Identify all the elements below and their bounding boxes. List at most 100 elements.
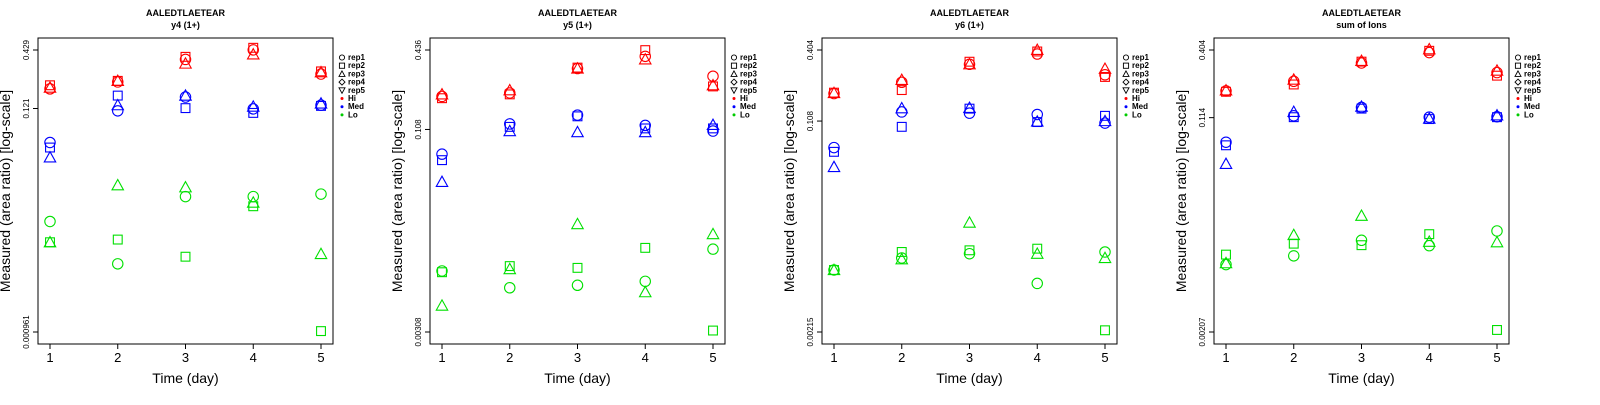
legend-marker [1514, 69, 1522, 77]
legend-marker [1122, 54, 1130, 61]
legend-marker [338, 78, 346, 86]
legend-marker [1516, 97, 1520, 100]
y-tick-label: 0.404 [806, 39, 815, 60]
legend-marker [730, 78, 738, 86]
legend-label: rep2 [1524, 61, 1541, 70]
x-axis-label: Time (day) [936, 370, 1002, 386]
data-point-hi-rep2 [1356, 56, 1367, 67]
x-tick-label: 4 [250, 350, 257, 365]
data-point-hi-rep2 [437, 93, 447, 104]
data-point-lo-rep3 [962, 215, 977, 228]
data-point-hi-rep2 [180, 51, 191, 62]
data-point-hi-rep2 [248, 42, 259, 53]
data-point-lo-rep2 [640, 242, 651, 253]
data-point-lo-rep2 [964, 245, 975, 256]
data-point-med-rep2 [180, 103, 191, 114]
data-point-med-rep2 [829, 146, 839, 157]
y-tick-label: 0.00215 [806, 317, 815, 346]
data-point-lo-rep2 [1032, 243, 1043, 254]
legend-marker [1514, 78, 1522, 86]
data-point-lo-rep1 [639, 275, 651, 288]
data-point-lo-rep1 [1355, 234, 1368, 247]
data-point-lo-rep2 [1492, 325, 1502, 335]
data-point-med-rep2 [896, 121, 907, 132]
data-point-hi-rep3 [111, 74, 125, 86]
legend-label: Hi [1132, 94, 1140, 103]
data-point-lo-rep3 [111, 178, 125, 191]
legend-marker [1122, 69, 1130, 77]
x-axis-label: Time (day) [1328, 370, 1394, 386]
plot-frame [429, 37, 726, 345]
legend-marker [730, 62, 738, 69]
legend-label: Med [740, 102, 756, 111]
legend-label: rep1 [1132, 53, 1149, 62]
data-point-lo-rep1 [707, 243, 719, 255]
data-point-med-rep2 [572, 111, 583, 122]
data-point-lo-rep3 [1422, 234, 1436, 247]
data-point-med-rep3 [706, 118, 720, 131]
data-point-med-rep3 [962, 101, 977, 113]
data-point-hi-rep1 [1491, 66, 1503, 79]
data-point-lo-rep3 [1354, 208, 1369, 221]
legend-label: rep4 [1132, 78, 1149, 87]
legend-label: Lo [1524, 110, 1534, 119]
data-point-hi-rep2 [964, 56, 975, 67]
data-point-hi-rep3 [706, 78, 720, 91]
legend-marker [340, 113, 344, 117]
data-point-lo-rep3 [895, 252, 909, 265]
data-point-med-rep3 [435, 175, 449, 188]
y-axis-label: Measured (area ratio) [log-scale] [781, 90, 797, 292]
data-point-lo-rep1 [1031, 277, 1044, 290]
legend-label: rep5 [348, 86, 365, 95]
y-tick-label: 0.404 [1198, 39, 1207, 60]
legend-label: rep1 [1524, 53, 1541, 62]
data-point-lo-rep3 [1287, 228, 1301, 241]
data-point-lo-rep1 [44, 215, 56, 228]
data-point-hi-rep2 [896, 85, 907, 96]
data-point-med-rep3 [1098, 114, 1112, 127]
legend-label: Med [1132, 102, 1148, 111]
legend-label: Hi [348, 94, 356, 103]
legend-marker [340, 97, 344, 100]
legend-label: Med [1524, 102, 1540, 111]
data-point-lo-rep1 [315, 188, 327, 200]
data-point-lo-rep1 [963, 247, 976, 260]
data-point-hi-rep1 [436, 90, 448, 103]
legend-label: rep3 [1524, 69, 1541, 78]
chart-panel-3: AALEDTLAETEAR y6 (1+) 1 2 3 4 5 Time (day) 0.002… [781, 8, 1149, 386]
data-point-med-rep1 [639, 119, 651, 132]
x-axis-label: Time (day) [544, 370, 610, 386]
data-point-lo-rep3 [1490, 235, 1504, 248]
legend-marker [1516, 105, 1520, 109]
y-tick-label: 0.121 [22, 98, 31, 119]
data-point-lo-rep1 [1288, 250, 1300, 262]
data-point-hi-rep3 [435, 87, 449, 100]
data-point-med-rep1 [503, 118, 516, 130]
legend-marker [730, 87, 738, 95]
legend-marker [1124, 97, 1128, 100]
chart-subtitle: y4 (1+) [171, 20, 200, 30]
data-point-hi-rep3 [1287, 72, 1301, 85]
data-point-hi-rep1 [247, 44, 260, 56]
chart-subtitle: sum of Ions [1336, 20, 1387, 30]
data-point-hi-rep3 [246, 47, 260, 60]
legend-marker [730, 69, 738, 77]
data-point-lo-rep2 [1221, 249, 1231, 260]
data-point-hi-rep3 [962, 57, 977, 70]
data-point-lo-rep3 [314, 247, 328, 260]
data-point-lo-rep2 [1424, 229, 1435, 240]
legend-marker [732, 113, 736, 117]
legend-label: rep1 [348, 53, 365, 62]
data-point-hi-rep1 [44, 83, 56, 95]
legend-marker [1514, 87, 1522, 95]
data-point-med-rep3 [1287, 105, 1301, 118]
data-point-hi-rep3 [503, 83, 517, 96]
data-point-lo-rep1 [112, 258, 124, 270]
data-point-med-rep1 [963, 107, 976, 119]
data-point-lo-rep1 [571, 279, 584, 292]
y-tick-label: 0.000961 [22, 315, 31, 349]
data-point-med-rep3 [314, 96, 328, 109]
